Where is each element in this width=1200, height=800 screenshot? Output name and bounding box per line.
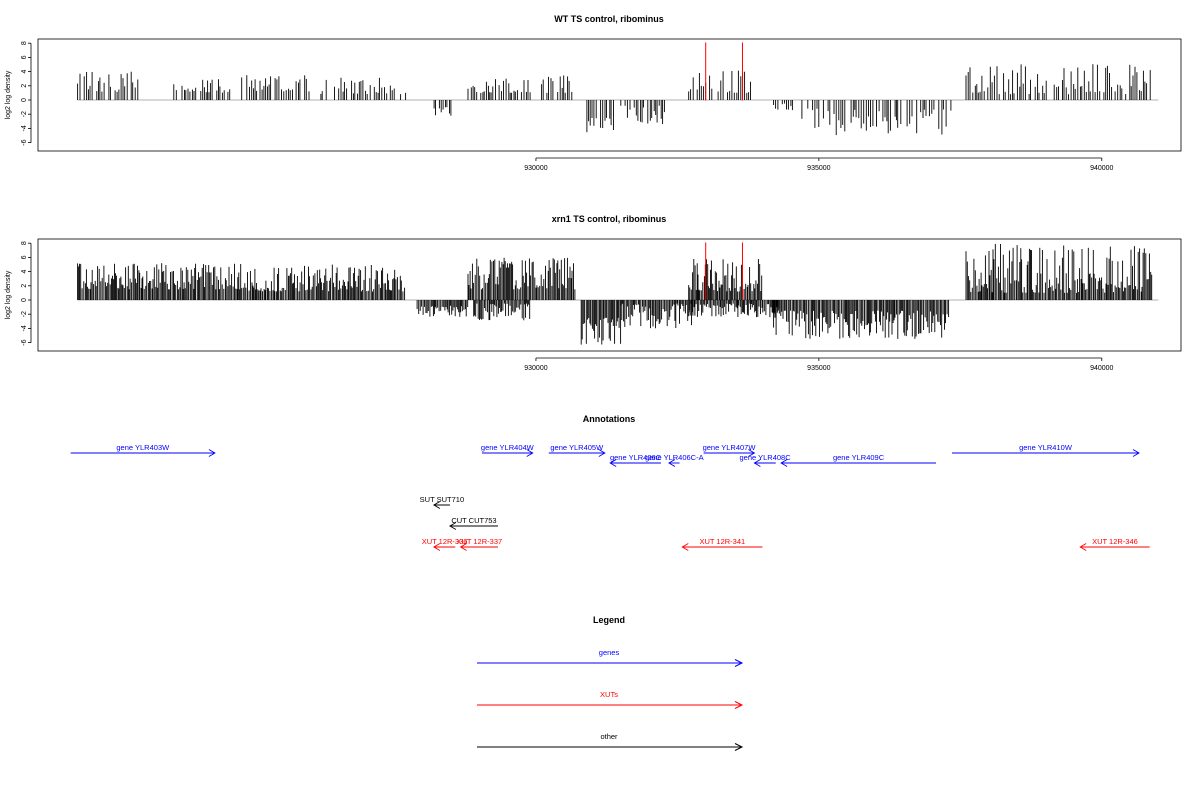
annotations-title: Annotations [583, 414, 636, 424]
annotation-label: gene YLR405W [550, 443, 604, 452]
annotation-label: gene YLR408C [739, 453, 791, 462]
xrn1-bars-group [77, 242, 1159, 345]
annotation-label: XUT 12R-346 [1092, 537, 1138, 546]
xrn1-panel-title: xrn1 TS control, ribominus [552, 214, 667, 224]
y-tick-label: 6 [21, 255, 28, 259]
annotation-label: gene YLR409C [833, 453, 885, 462]
y-tick-label: 6 [21, 55, 28, 59]
annotation-label: XUT 12R-341 [699, 537, 745, 546]
wt-y-axis-label: log2 log density [5, 70, 12, 119]
legend-arrow-head [734, 659, 744, 667]
xrn1-y-axis: -6 -4 -2 0 2 4 6 8 [21, 241, 32, 346]
y-tick-label: -4 [21, 125, 28, 131]
annotation-label: gene YLR406C [610, 453, 662, 462]
annotation-arrows: gene YLR403W gene YLR404W gene YLR405W gene… [70, 443, 1150, 551]
xrn1-coverage-panel: xrn1 TS control, ribominus -6 -4 -2 0 2 4 6 8 9… [5, 214, 1182, 372]
legend-label: genes [599, 648, 620, 657]
legend-title: Legend [593, 615, 625, 625]
annotation-label: gene YLR404W [481, 443, 535, 452]
legend-arrow-head [734, 701, 744, 709]
annotations-panel: Annotations gene YLR403W gene YLR404W gene… [70, 414, 1150, 551]
x-tick-label: 930000 [524, 365, 547, 372]
wt-y-axis: -6 -4 -2 0 2 4 6 8 [21, 41, 32, 146]
x-tick-label: 940000 [1090, 165, 1113, 172]
y-tick-label: -2 [21, 111, 28, 117]
x-tick-label: 935000 [807, 165, 830, 172]
y-tick-label: 2 [21, 84, 28, 88]
legend-entries: genes XUTs other [477, 648, 744, 751]
annotation-arrow-head [526, 449, 534, 457]
annotation-label: SUT SUT710 [420, 495, 464, 504]
annotation-arrow-head [780, 459, 788, 467]
annotation-arrow-head [748, 449, 756, 457]
annotation-arrow-head [1132, 449, 1140, 457]
x-tick-label: 930000 [524, 165, 547, 172]
y-tick-label: -2 [21, 311, 28, 317]
legend-label: other [600, 732, 618, 741]
legend-panel: Legend genes XUTs other [477, 615, 744, 751]
wt-panel-title: WT TS control, ribominus [554, 14, 664, 24]
wt-coverage-panel: WT TS control, ribominus -6 -4 -2 0 2 4 6 8 930… [5, 14, 1182, 172]
annotation-label: XUT 12R-337 [456, 537, 502, 546]
y-tick-label: 0 [21, 298, 28, 302]
annotation-label: CUT CUT753 [451, 516, 496, 525]
annotation-arrow-head [668, 459, 676, 467]
annotation-label: gene YLR406C-A [645, 453, 704, 462]
y-tick-label: 8 [21, 41, 28, 45]
legend-arrow-head [734, 743, 744, 751]
x-tick-label: 940000 [1090, 365, 1113, 372]
y-tick-label: -6 [21, 139, 28, 145]
y-tick-label: 4 [21, 70, 28, 74]
annotation-arrow-head [681, 543, 689, 551]
annotation-arrow-head [208, 449, 216, 457]
annotation-label: gene YLR407W [703, 443, 757, 452]
wt-bars-group [77, 42, 1159, 136]
annotation-arrow-head [1079, 543, 1087, 551]
y-tick-label: 2 [21, 284, 28, 288]
annotation-arrow-head [433, 543, 441, 551]
annotation-label: XUT 12R-336 [422, 537, 468, 546]
y-tick-label: 4 [21, 270, 28, 274]
y-tick-label: -4 [21, 325, 28, 331]
xrn1-x-axis: 930000 935000 940000 [524, 357, 1114, 372]
y-tick-label: 0 [21, 98, 28, 102]
annotation-arrow-head [609, 459, 617, 467]
y-tick-label: -6 [21, 339, 28, 345]
xrn1-plot-frame [37, 238, 1182, 352]
annotation-arrow-head [433, 501, 441, 509]
annotation-arrow-head [459, 543, 467, 551]
x-tick-label: 935000 [807, 365, 830, 372]
annotation-arrow-head [753, 459, 761, 467]
wt-x-axis: 930000 935000 940000 [524, 157, 1114, 172]
xrn1-y-axis-label: log2 log density [5, 270, 12, 319]
y-tick-label: 8 [21, 241, 28, 245]
annotation-label: gene YLR403W [116, 443, 170, 452]
legend-label: XUTs [600, 690, 618, 699]
annotation-label: gene YLR410W [1019, 443, 1073, 452]
annotation-arrow-head [598, 449, 606, 457]
wt-plot-frame [37, 38, 1182, 152]
annotation-arrow-head [449, 522, 457, 530]
